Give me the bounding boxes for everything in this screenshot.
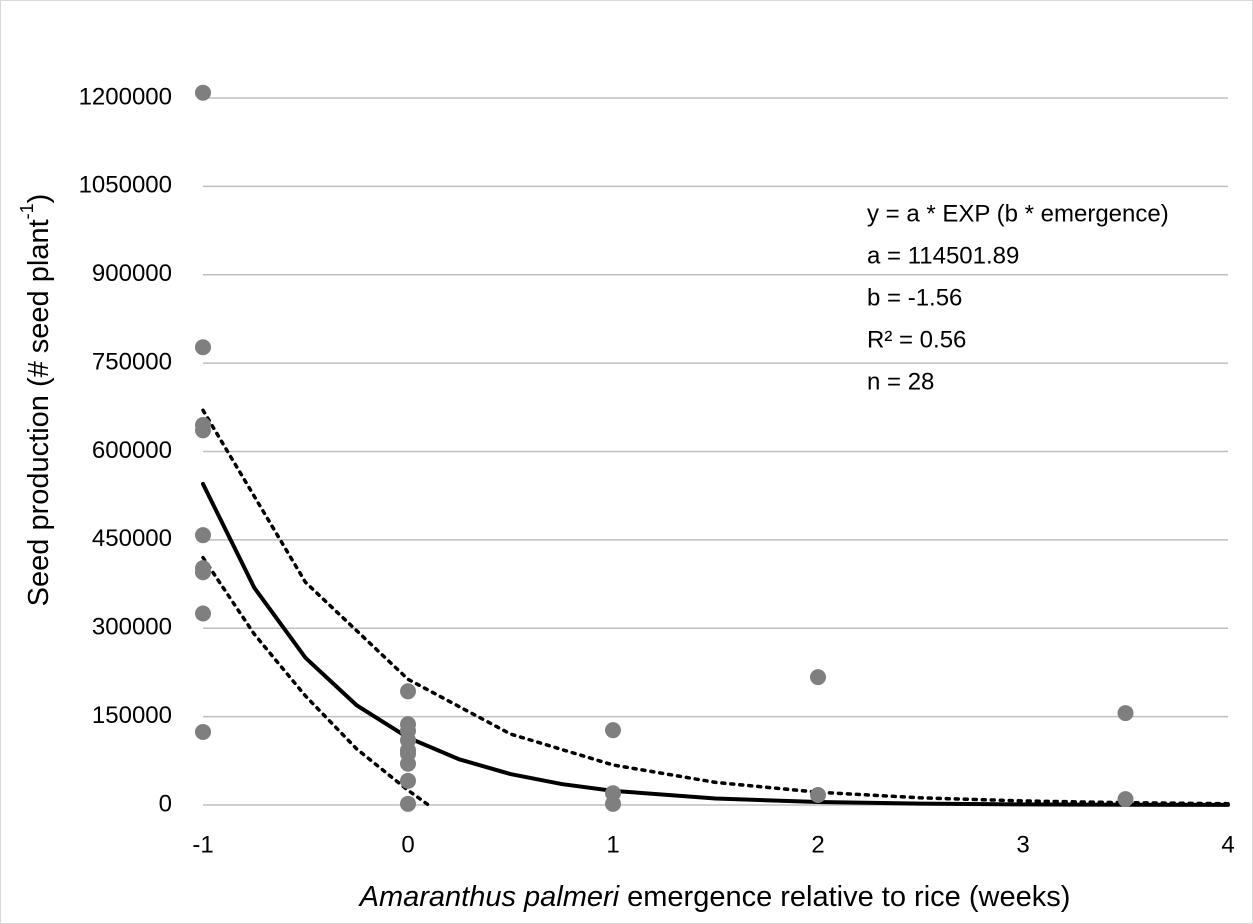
- y-tick-label: 900000: [92, 260, 172, 287]
- data-point: [195, 564, 211, 581]
- y-tick-label: 750000: [92, 348, 172, 375]
- fit-annotation: n = 28: [867, 368, 934, 395]
- data-point: [195, 84, 211, 101]
- fit-annotation: y = a * EXP (b * emergence): [867, 200, 1169, 227]
- y-tick-label: 300000: [92, 614, 172, 641]
- data-point: [400, 755, 416, 772]
- y-tick-label: 600000: [92, 437, 172, 464]
- x-tick-label: 1: [606, 831, 619, 858]
- y-axis-title-sup: -1: [17, 203, 37, 219]
- data-point: [1117, 705, 1134, 722]
- x-axis-title: Amaranthus palmeri emergence relative to …: [358, 881, 1071, 913]
- data-point: [1117, 791, 1134, 808]
- fit-annotation: b = -1.56: [867, 284, 962, 311]
- x-tick-label: -1: [192, 831, 213, 858]
- data-point: [810, 669, 826, 686]
- y-tick-label: 450000: [92, 525, 172, 552]
- data-point: [400, 683, 416, 700]
- fit-curve: [201, 481, 1230, 807]
- data-point: [810, 786, 826, 803]
- data-point: [195, 723, 211, 740]
- x-axis-title-rest: emergence relative to rice (weeks): [627, 881, 1070, 913]
- y-axis-title-end: ): [23, 194, 55, 204]
- fit-annotation: a = 114501.89: [867, 242, 1019, 269]
- x-axis-title-italic: Amaranthus palmeri: [358, 881, 621, 913]
- data-point: [195, 422, 211, 439]
- y-tick-label: 1050000: [79, 172, 172, 199]
- data-point: [195, 605, 211, 622]
- confidence-band: [201, 555, 431, 807]
- data-point: [400, 772, 416, 789]
- x-tick-label: 2: [811, 831, 824, 858]
- data-point: [195, 339, 211, 356]
- data-point: [195, 527, 211, 544]
- x-tick-label: 4: [1221, 831, 1234, 858]
- data-point: [605, 722, 621, 739]
- fit-annotation: R² = 0.56: [867, 326, 966, 353]
- confidence-band: [201, 408, 1230, 806]
- y-tick-label: 1200000: [79, 83, 172, 110]
- x-tick-label: 3: [1016, 831, 1029, 858]
- y-tick-label: 0: [159, 790, 172, 817]
- y-tick-label: 150000: [92, 702, 172, 729]
- x-tick-label: 0: [401, 831, 414, 858]
- data-point: [605, 795, 621, 812]
- y-axis-title: Seed production (# seed plant-1): [17, 194, 55, 607]
- y-axis-title-main: Seed production (# seed plant: [23, 219, 55, 606]
- data-point: [400, 795, 416, 812]
